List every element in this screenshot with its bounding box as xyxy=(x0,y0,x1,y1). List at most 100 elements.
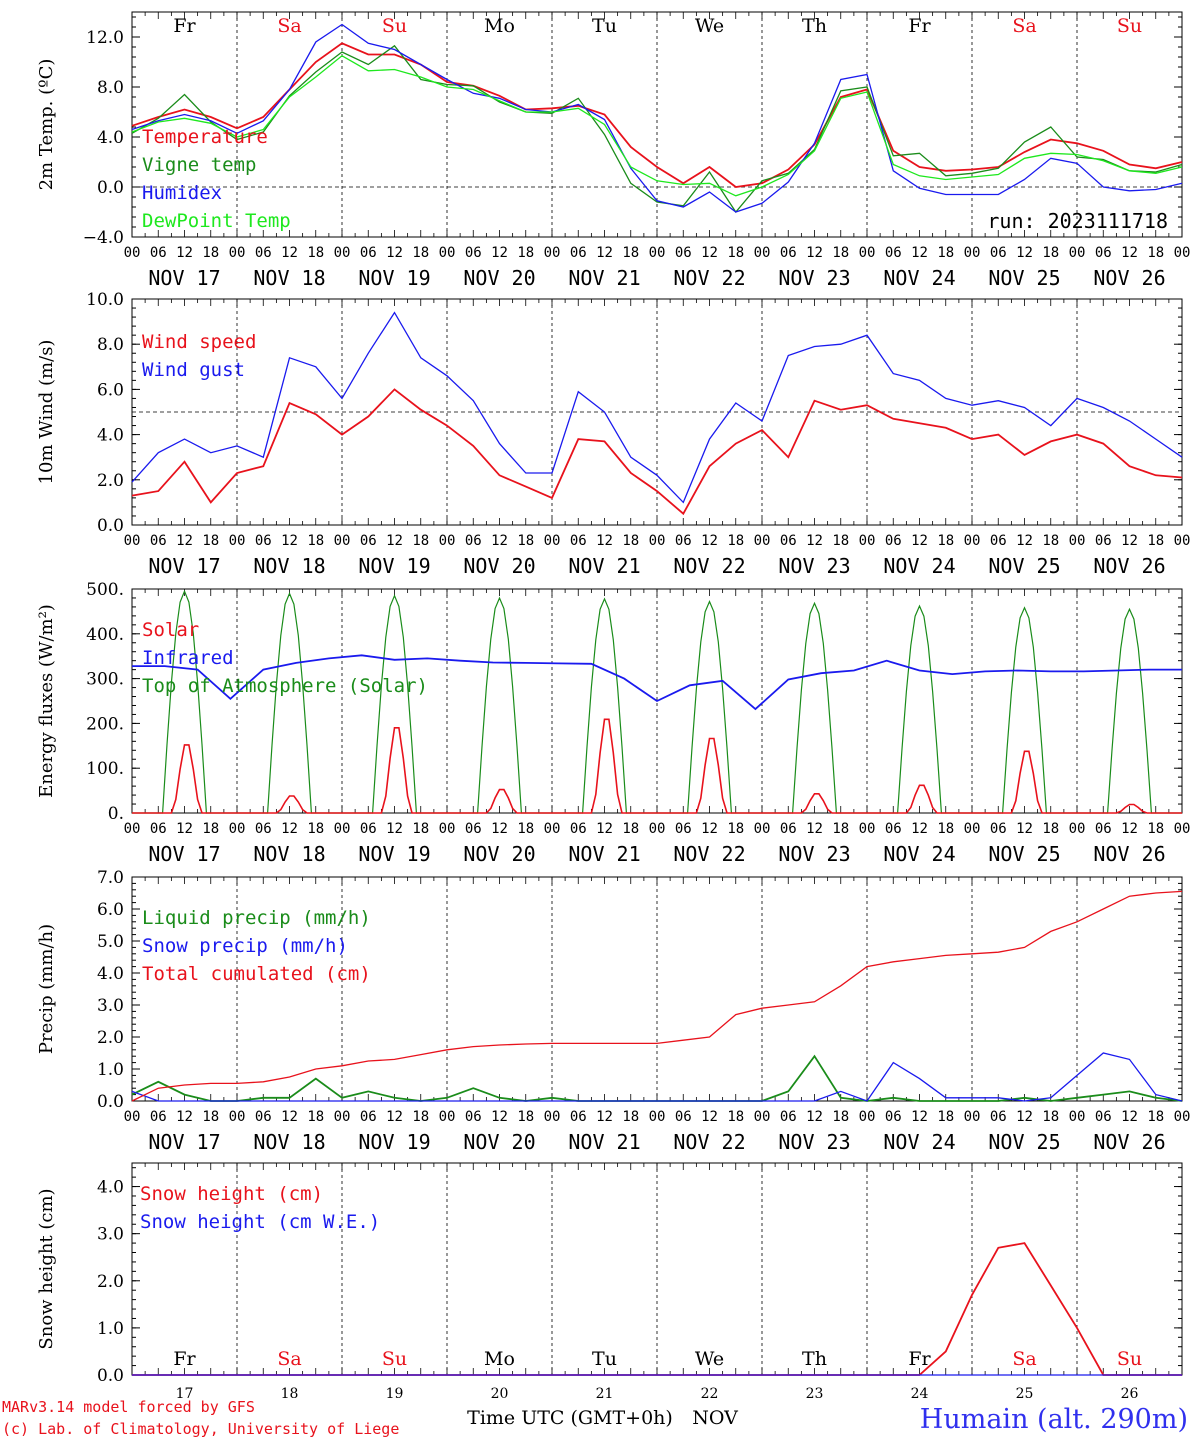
date-label: NOV 25 xyxy=(988,842,1060,866)
hour-tick-label: 06 xyxy=(780,245,797,261)
legend-entry: Wind speed xyxy=(142,331,256,353)
hour-tick-label: 18 xyxy=(622,1109,639,1125)
day-name: Mo xyxy=(484,15,515,37)
hour-tick-label: 06 xyxy=(255,821,272,837)
date-number: 17 xyxy=(176,1386,194,1402)
hour-tick-label: 12 xyxy=(1121,821,1138,837)
hour-tick-label: 18 xyxy=(517,821,534,837)
hour-tick-label: 12 xyxy=(911,821,928,837)
y-axis-label: 10m Wind (m/s) xyxy=(36,340,57,485)
hour-tick-label: 00 xyxy=(964,245,981,261)
y-tick-label: 7.0 xyxy=(97,868,124,888)
date-label: NOV 24 xyxy=(883,554,955,578)
day-name: Fr xyxy=(173,1348,196,1370)
hour-tick-label: 06 xyxy=(465,821,482,837)
hour-tick-label: 12 xyxy=(911,1109,928,1125)
hour-tick-label: 06 xyxy=(990,821,1007,837)
date-number: 18 xyxy=(281,1386,299,1402)
y-axis-label: Energy fluxes (W/m²) xyxy=(36,604,57,798)
hour-tick-label: 06 xyxy=(150,1109,167,1125)
day-name: Sa xyxy=(277,1348,301,1370)
hour-tick-label: 06 xyxy=(675,533,692,549)
hour-tick-label: 12 xyxy=(806,821,823,837)
hour-tick-label: 00 xyxy=(1174,1109,1191,1125)
hour-tick-label: 18 xyxy=(832,245,849,261)
legend-entry: Wind gust xyxy=(142,359,245,381)
hour-tick-label: 00 xyxy=(544,821,561,837)
hour-tick-label: 00 xyxy=(124,1109,141,1125)
hour-tick-label: 18 xyxy=(1042,245,1059,261)
hour-tick-label: 00 xyxy=(964,1109,981,1125)
hour-tick-label: 00 xyxy=(334,821,351,837)
date-label: NOV 26 xyxy=(1093,842,1165,866)
hour-tick-label: 00 xyxy=(229,821,246,837)
legend-entry: Top of Atmosphere (Solar) xyxy=(142,675,428,697)
hour-tick-label: 06 xyxy=(360,245,377,261)
series-line-1 xyxy=(131,42,1183,188)
hour-tick-label: 18 xyxy=(202,1109,219,1125)
hour-tick-label: 12 xyxy=(1016,245,1033,261)
hour-tick-label: 12 xyxy=(281,533,298,549)
hour-tick-label: 12 xyxy=(1121,1109,1138,1125)
legend-entry: Solar xyxy=(142,619,199,641)
hour-tick-label: 18 xyxy=(517,1109,534,1125)
hour-tick-label: 00 xyxy=(754,821,771,837)
date-label: NOV 17 xyxy=(148,554,220,578)
hour-tick-label: 06 xyxy=(885,533,902,549)
legend-entry: Temperature xyxy=(142,126,268,148)
y-tick-label: 3.0 xyxy=(97,1225,124,1245)
hour-tick-label: 00 xyxy=(439,1109,456,1125)
date-label: NOV 25 xyxy=(988,1130,1060,1154)
hour-tick-label: 00 xyxy=(229,533,246,549)
hour-tick-label: 12 xyxy=(911,245,928,261)
date-label: NOV 17 xyxy=(148,1130,220,1154)
hour-tick-label: 06 xyxy=(255,1109,272,1125)
date-label: NOV 23 xyxy=(778,842,850,866)
y-tick-label: 2.0 xyxy=(97,471,124,491)
hour-tick-label: 00 xyxy=(649,533,666,549)
date-label: NOV 19 xyxy=(358,266,430,290)
hour-tick-label: 12 xyxy=(176,245,193,261)
hour-tick-label: 12 xyxy=(1121,245,1138,261)
hour-tick-label: 00 xyxy=(439,821,456,837)
series-line-3 xyxy=(131,23,1183,213)
y-tick-label: 0.0 xyxy=(97,178,124,198)
date-label: NOV 20 xyxy=(463,1130,535,1154)
hour-tick-label: 18 xyxy=(727,1109,744,1125)
hour-tick-label: 18 xyxy=(622,821,639,837)
series-line-2 xyxy=(131,311,1183,504)
date-label: NOV 20 xyxy=(463,266,535,290)
hour-tick-label: 12 xyxy=(596,821,613,837)
hour-tick-label: 12 xyxy=(281,1109,298,1125)
y-axis-label: 2m Temp. (ºC) xyxy=(36,59,57,191)
hour-tick-label: 06 xyxy=(885,245,902,261)
panel-5: 0.0 1.0 2.0 3.0 4.0 Snow height (cm) Fr 17 Sa 18 S… xyxy=(36,1162,1183,1402)
y-tick-label: 4.0 xyxy=(97,426,124,446)
hour-tick-label: 18 xyxy=(832,821,849,837)
date-label: NOV 17 xyxy=(148,842,220,866)
model-credit: MARv3.14 model forced by GFS xyxy=(2,1398,255,1416)
hour-tick-label: 18 xyxy=(307,821,324,837)
month-label: NOV xyxy=(692,1407,738,1429)
day-name: Su xyxy=(1117,1348,1142,1370)
y-tick-label: 12.0 xyxy=(86,28,124,48)
y-tick-label: 3.0 xyxy=(97,996,124,1016)
hour-tick-label: 12 xyxy=(1121,533,1138,549)
date-label: NOV 21 xyxy=(568,1130,640,1154)
y-tick-label: 1.0 xyxy=(97,1060,124,1080)
y-tick-label: 8.0 xyxy=(97,78,124,98)
day-name: Fr xyxy=(908,15,931,37)
hour-tick-label: 18 xyxy=(1147,821,1164,837)
hour-tick-label: 18 xyxy=(307,245,324,261)
series-line-2 xyxy=(131,1052,1183,1102)
day-name: Su xyxy=(382,1348,407,1370)
hour-tick-label: 12 xyxy=(701,1109,718,1125)
hour-tick-label: 00 xyxy=(124,533,141,549)
hour-tick-label: 12 xyxy=(701,245,718,261)
date-label: NOV 21 xyxy=(568,266,640,290)
hour-tick-label: 12 xyxy=(806,1109,823,1125)
hour-tick-label: 00 xyxy=(754,533,771,549)
hour-tick-label: 06 xyxy=(150,533,167,549)
date-label: NOV 26 xyxy=(1093,1130,1165,1154)
date-label: NOV 22 xyxy=(673,266,745,290)
